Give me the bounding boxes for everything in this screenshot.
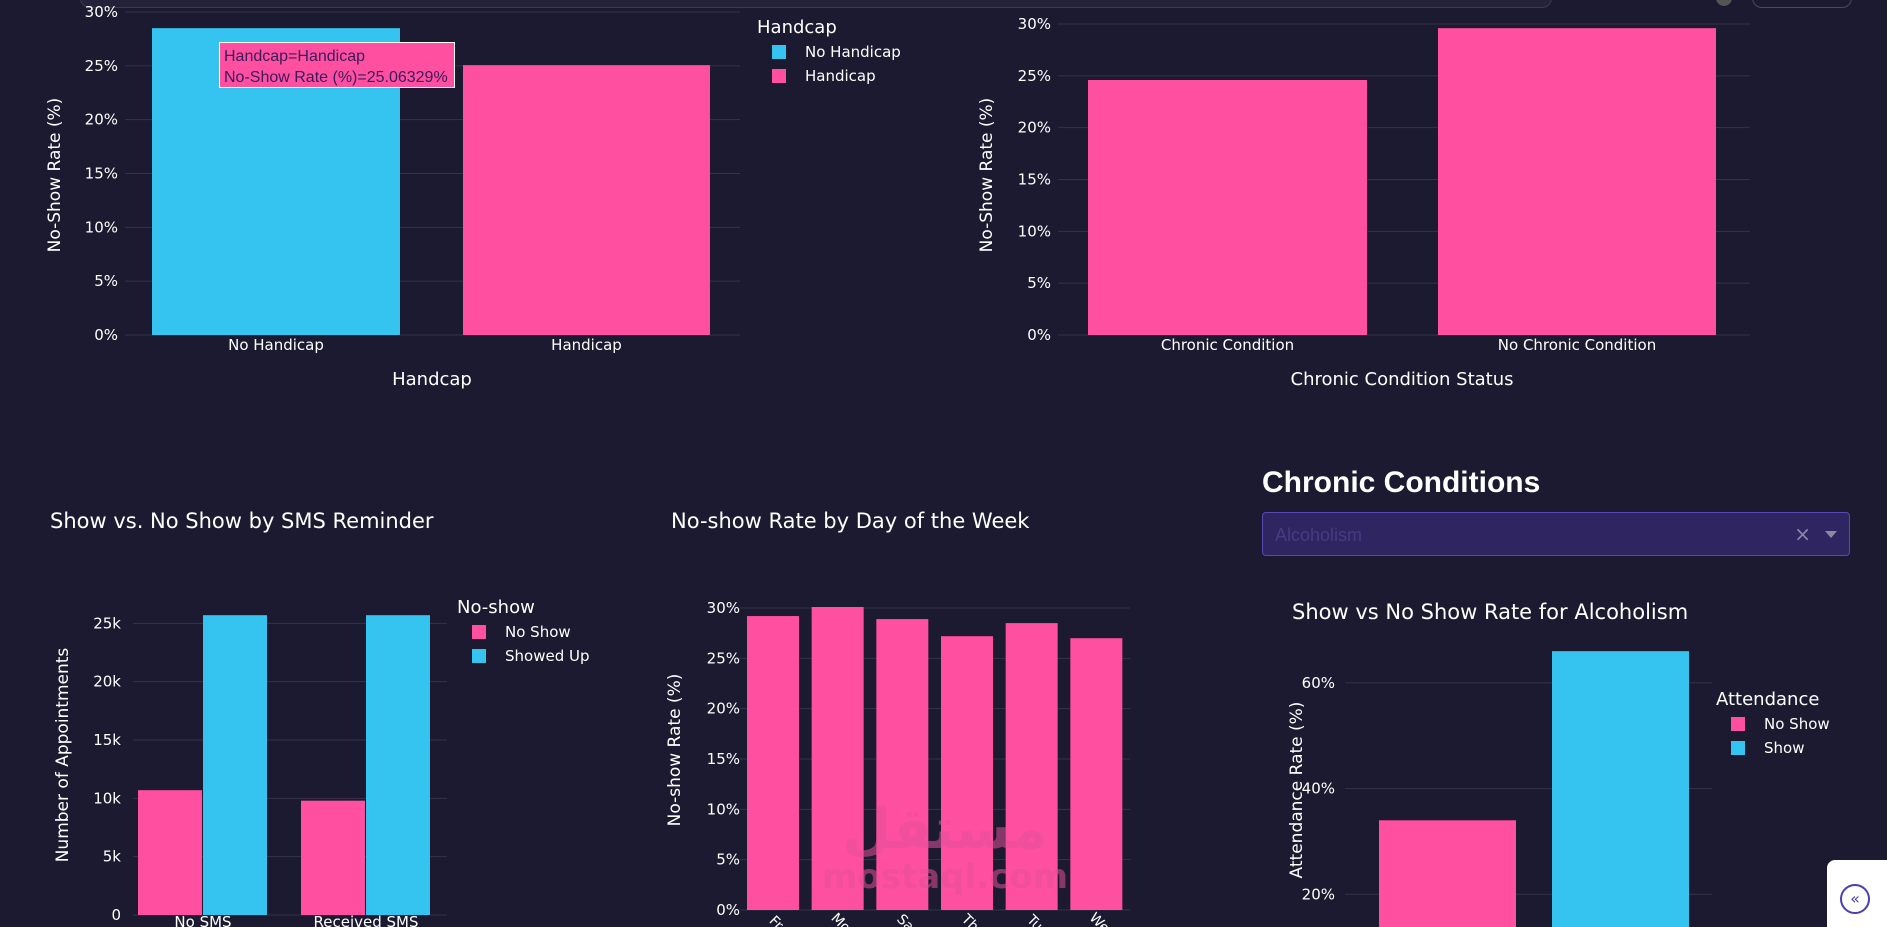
alcoholism-legend-item: No Show (1764, 715, 1830, 733)
chronic-ytick-label: 25% (1018, 67, 1051, 85)
chronic-conditions-heading: Chronic Conditions (1262, 466, 1541, 499)
chronic-ytick-label: 0% (1027, 326, 1051, 344)
alcoholism-legend-swatch (1731, 741, 1745, 755)
dow-ytick-label: 5% (716, 851, 740, 869)
dow-bar (747, 616, 799, 910)
dow-xtick-label: Fr (766, 913, 787, 927)
tooltip-line-category: Handcap=Handicap (224, 48, 365, 65)
handcap-ytick-label: 20% (85, 111, 118, 129)
watermark-logo: مستقل mostaql.com (820, 797, 1070, 897)
sms-ytick-label: 0 (111, 906, 121, 924)
alcoholism-legend-title: Attendance (1716, 689, 1819, 710)
alcoholism-bar (1379, 820, 1516, 927)
dow-bar (1070, 638, 1123, 910)
chronic-y-axis-title: No-Show Rate (%) (977, 98, 997, 253)
sms-ytick-label: 10k (93, 789, 121, 807)
chronic-ytick-label: 30% (1018, 15, 1051, 33)
sms-bar (203, 615, 267, 915)
alcoholism-bar (1552, 651, 1689, 927)
hover-tooltip: Handcap=Handicap No-Show Rate (%)=25.063… (219, 42, 455, 88)
alcoholism-chart-title: Show vs No Show Rate for Alcoholism (1292, 600, 1688, 624)
sms-legend-swatch (472, 625, 486, 639)
dow-ytick-label: 10% (707, 800, 740, 818)
sms-ytick-label: 5k (103, 848, 122, 866)
chevron-down-icon[interactable] (1825, 531, 1837, 538)
sms-bar (301, 800, 365, 915)
sms-y-axis-title: Number of Appointments (53, 648, 73, 863)
dow-ytick-label: 25% (707, 649, 740, 667)
collapse-sidebar-button[interactable]: « (1827, 860, 1887, 927)
dow-xtick-label: Tu (1023, 911, 1046, 927)
handcap-ytick-label: 25% (85, 57, 118, 75)
chronic-ytick-label: 20% (1018, 119, 1051, 137)
sms-xtick-label: No SMS (174, 913, 231, 927)
dow-y-axis-title: No-show Rate (%) (665, 674, 685, 827)
watermark-arabic: مستقل (842, 797, 1048, 862)
tooltip-line-value: No-Show Rate (%)=25.06329% (224, 69, 448, 86)
handcap-legend-swatch (772, 69, 786, 83)
clear-icon[interactable]: × (1794, 522, 1811, 546)
handcap-ytick-label: 10% (85, 218, 118, 236)
sms-bar (138, 790, 202, 915)
handcap-ytick-label: 30% (85, 3, 118, 21)
handcap-x-axis-title: Handcap (392, 369, 472, 390)
browser-bar (0, 0, 1887, 8)
chronic-xtick-label: Chronic Condition (1161, 336, 1294, 354)
handcap-bar (463, 65, 710, 335)
sms-legend-title: No-show (457, 597, 535, 618)
handcap-ytick-label: 15% (85, 165, 118, 183)
handcap-ytick-label: 0% (94, 326, 118, 344)
handcap-legend-swatch (772, 45, 786, 59)
dow-bar (941, 636, 993, 910)
alcoholism-ytick-label: 60% (1302, 674, 1335, 692)
chronic-ytick-label: 5% (1027, 274, 1051, 292)
dow-ytick-label: 20% (707, 700, 740, 718)
handcap-xtick-label: Handicap (551, 336, 622, 354)
profile-icon[interactable] (1716, 0, 1732, 6)
sms-legend-item: Showed Up (505, 647, 590, 665)
chronic-bar (1438, 28, 1716, 335)
dow-xtick-label: Th (957, 911, 981, 927)
dow-ytick-label: 0% (716, 901, 740, 919)
chronic-bar (1088, 79, 1367, 335)
handcap-legend-title: Handcap (757, 17, 837, 38)
dow-bar (811, 606, 864, 910)
sms-chart-title: Show vs. No Show by SMS Reminder (50, 509, 434, 533)
chronic-ytick-label: 15% (1018, 171, 1051, 189)
handcap-xtick-label: No Handicap (228, 336, 324, 354)
dow-chart-title: No-show Rate by Day of the Week (671, 509, 1030, 533)
handcap-y-axis-title: No-Show Rate (%) (45, 98, 65, 253)
chronic-condition-dropdown[interactable]: Alcoholism × (1262, 512, 1850, 556)
dow-bar (876, 619, 929, 910)
sms-ytick-label: 15k (93, 731, 121, 749)
chronic-xtick-label: No Chronic Condition (1498, 336, 1656, 354)
alcoholism-y-axis-title: Attendance Rate (%) (1287, 702, 1307, 879)
sms-ytick-label: 25k (93, 614, 121, 632)
sms-legend-item: No Show (505, 623, 571, 641)
handcap-legend-item: No Handicap (805, 43, 901, 61)
double-chevron-left-icon: « (1840, 884, 1870, 914)
dow-xtick-label: Mo (828, 910, 854, 927)
dow-xtick-label: We (1086, 910, 1113, 927)
dow-bar (1005, 623, 1058, 910)
dow-ytick-label: 15% (707, 750, 740, 768)
alcoholism-legend-swatch (1731, 717, 1745, 731)
sms-legend-swatch (472, 649, 486, 663)
chronic-ytick-label: 10% (1018, 222, 1051, 240)
dow-xtick-label: Sa (893, 911, 917, 927)
watermark-latin: mostaql.com (821, 857, 1069, 897)
chronic-x-axis-title: Chronic Condition Status (1291, 369, 1514, 390)
sms-xtick-label: Received SMS (314, 913, 419, 927)
handcap-ytick-label: 5% (94, 272, 118, 290)
alcoholism-ytick-label: 20% (1302, 885, 1335, 903)
dow-ytick-label: 30% (707, 599, 740, 617)
sms-bar (366, 615, 430, 915)
sms-ytick-label: 20k (93, 673, 121, 691)
dropdown-selected-value: Alcoholism (1275, 525, 1363, 545)
alcoholism-ytick-label: 40% (1302, 780, 1335, 798)
alcoholism-legend-item: Show (1764, 739, 1804, 757)
handcap-legend-item: Handicap (805, 67, 876, 85)
